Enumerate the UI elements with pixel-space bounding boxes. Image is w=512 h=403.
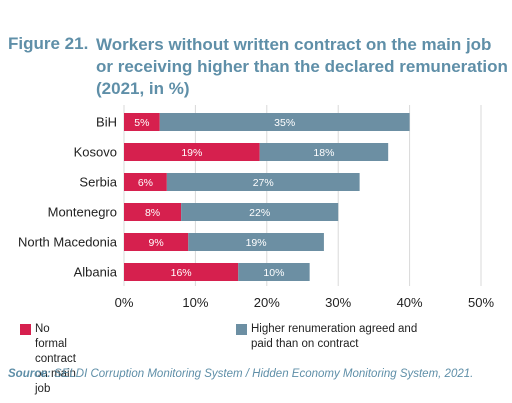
x-tick-label: 0% — [115, 295, 134, 310]
bar-chart: 0% 10% 20% 30% 40% 50% BiH 5% 35% Kosovo 19% 18% Ser… — [18, 105, 494, 310]
data-label: 27% — [253, 177, 274, 189]
source-label: Source: — [8, 368, 51, 380]
data-label: 16% — [171, 267, 192, 279]
source-note: Source: SELDI Corruption Monitoring Syst… — [8, 368, 473, 380]
bar-higher-remuneration — [181, 203, 339, 221]
data-label: 6% — [138, 177, 153, 189]
source-text: SELDI Corruption Monitoring System / Hid… — [50, 368, 474, 380]
legend-label-line2: paid than on contract — [251, 338, 359, 350]
bar-no-formal-contract — [124, 263, 239, 281]
data-label: 10% — [263, 267, 284, 279]
x-tick-label: 30% — [325, 295, 351, 310]
bar-higher-remuneration — [238, 263, 310, 281]
x-tick-label: 10% — [182, 295, 208, 310]
legend-label: Higher renumeration agreed and paid than… — [251, 322, 511, 352]
legend-swatch-blue — [236, 324, 247, 335]
x-tick-label: 20% — [254, 295, 280, 310]
bar-no-formal-contract — [124, 173, 167, 191]
category-label: Kosovo — [74, 145, 117, 160]
category-label: Albania — [74, 265, 118, 280]
figure-title: Workers without written contract on the … — [96, 35, 508, 98]
bar-no-formal-contract — [124, 203, 182, 221]
bar-no-formal-contract — [124, 233, 189, 251]
category-label: North Macedonia — [18, 235, 118, 250]
bar-higher-remuneration — [166, 173, 360, 191]
bar-higher-remuneration — [159, 113, 410, 131]
data-label: 5% — [134, 117, 149, 129]
bar-higher-remuneration — [259, 143, 389, 161]
bar-higher-remuneration — [188, 233, 324, 251]
legend-swatch-red — [20, 324, 31, 335]
legend-label: No formal contract on main job — [35, 323, 76, 395]
category-label: BiH — [96, 115, 117, 130]
data-label: 35% — [274, 117, 295, 129]
x-tick-label: 50% — [468, 295, 494, 310]
bar-no-formal-contract — [124, 143, 260, 161]
legend-label-line1: Higher renumeration agreed and — [251, 323, 418, 335]
category-label: Serbia — [79, 175, 117, 190]
data-label: 18% — [313, 147, 334, 159]
figure-label: Figure 21. — [8, 34, 89, 53]
bar-no-formal-contract — [124, 113, 160, 131]
data-label: 8% — [145, 207, 160, 219]
x-tick-label: 40% — [397, 295, 423, 310]
data-label: 19% — [181, 147, 202, 159]
data-label: 19% — [246, 237, 267, 249]
data-label: 9% — [149, 237, 164, 249]
data-label: 22% — [249, 207, 270, 219]
category-label: Montenegro — [48, 205, 117, 220]
